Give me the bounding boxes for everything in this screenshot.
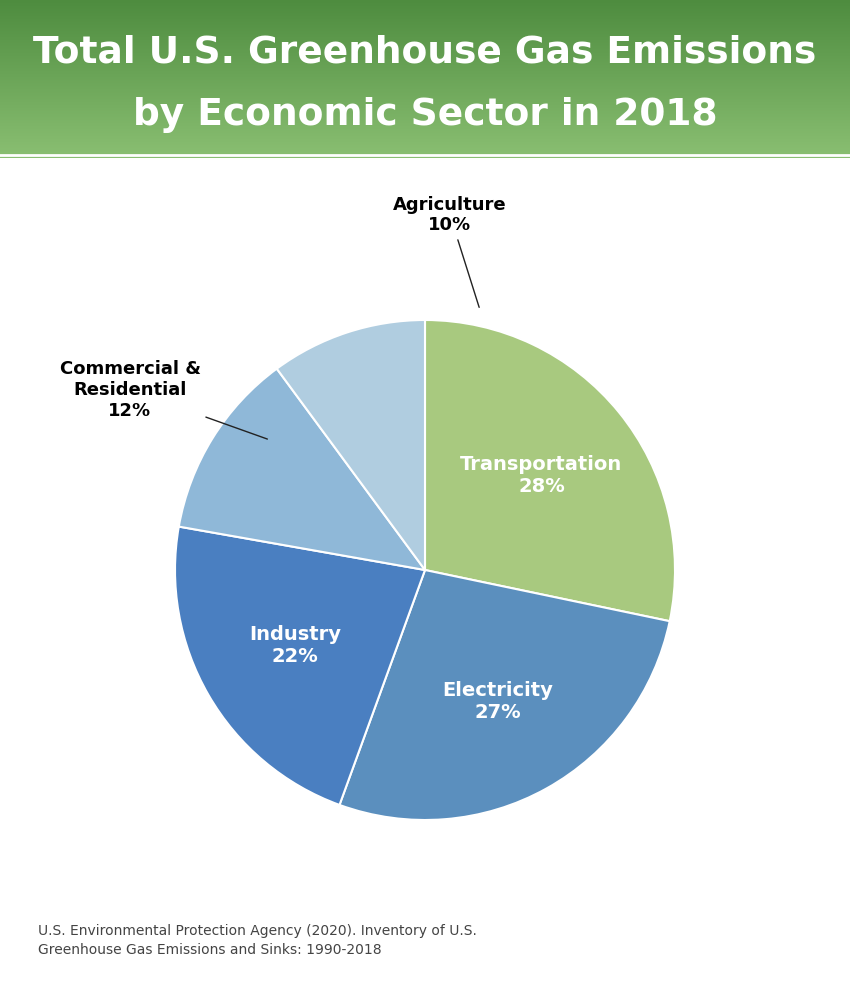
Wedge shape <box>175 527 425 805</box>
Text: Commercial &
Residential
12%: Commercial & Residential 12% <box>60 360 268 439</box>
Text: Total U.S. Greenhouse Gas Emissions: Total U.S. Greenhouse Gas Emissions <box>33 34 817 70</box>
Text: Electricity
27%: Electricity 27% <box>443 681 553 722</box>
Text: U.S. Environmental Protection Agency (2020). Inventory of U.S.
Greenhouse Gas Em: U.S. Environmental Protection Agency (20… <box>38 924 477 958</box>
Wedge shape <box>178 369 425 570</box>
Wedge shape <box>277 320 425 570</box>
Text: Industry
22%: Industry 22% <box>249 625 341 666</box>
Text: Agriculture
10%: Agriculture 10% <box>394 196 507 307</box>
Text: by Economic Sector in 2018: by Economic Sector in 2018 <box>133 97 717 133</box>
Wedge shape <box>339 570 670 820</box>
Text: Transportation
28%: Transportation 28% <box>461 455 622 496</box>
Wedge shape <box>425 320 675 621</box>
